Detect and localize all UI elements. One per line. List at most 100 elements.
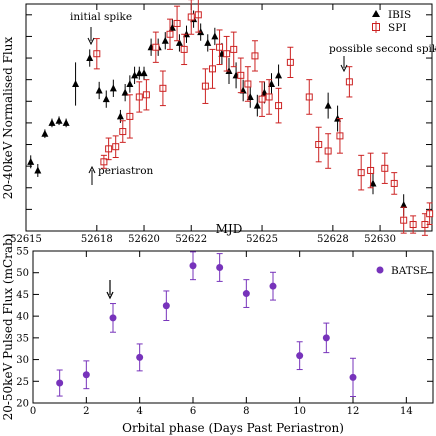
ibis-marker (204, 38, 212, 46)
data-point-spi (336, 118, 344, 154)
data-point-spi (173, 5, 181, 42)
ibis-marker (161, 36, 169, 44)
phase-3-arrow (106, 280, 114, 300)
x-tick-label: 10 (293, 406, 306, 417)
top-plot-frame (25, 3, 433, 232)
data-point-ibis (72, 62, 80, 106)
data-point-batse (349, 357, 357, 397)
bottom-y-axis-label: 20-50keV Pulsed Flux (mCrab) (1, 234, 15, 421)
data-point-ibis (62, 118, 70, 128)
data-point-spi (345, 66, 353, 98)
legend-marker-ibis (372, 10, 380, 17)
x-tick-label: 2 (83, 406, 89, 417)
data-point-spi (426, 202, 434, 226)
y-tick-label: 45 (16, 290, 29, 301)
data-point-spi (400, 206, 408, 234)
batse-marker (269, 282, 277, 290)
ibis-marker (55, 116, 63, 124)
ibis-marker (140, 69, 148, 77)
data-point-spi (258, 81, 266, 117)
batse-marker (189, 262, 197, 270)
data-point-spi (286, 46, 294, 79)
bottom-plot-frame (32, 250, 434, 404)
y-tick-label: 50 (16, 268, 29, 279)
data-point-ibis (175, 34, 183, 52)
ibis-marker (369, 179, 377, 187)
data-point-batse (136, 343, 144, 372)
y-tick-label: 35 (16, 333, 29, 344)
ibis-marker (62, 118, 70, 126)
data-point-ibis (55, 116, 63, 126)
data-point-spi (119, 120, 127, 143)
data-point-ibis (121, 83, 129, 102)
data-point-ibis (109, 79, 117, 97)
data-point-ibis (126, 75, 134, 93)
top-data-marks (27, 0, 434, 236)
ibis-marker (135, 69, 143, 77)
data-point-ibis (48, 118, 56, 128)
ibis-marker (131, 71, 139, 79)
data-point-spi (187, 0, 195, 35)
data-point-spi (251, 40, 259, 72)
ibis-marker (102, 95, 110, 103)
data-point-spi (244, 66, 252, 102)
ibis-marker (324, 101, 332, 109)
data-point-ibis (204, 34, 212, 52)
y-tick-label: 55 (16, 247, 29, 258)
batse-marker (242, 290, 250, 298)
data-point-ibis (140, 66, 148, 80)
data-point-batse (216, 253, 224, 282)
top-x-axis-label: MJD (216, 222, 243, 236)
data-point-spi (390, 172, 398, 195)
data-point-ibis (239, 79, 247, 102)
second-spike-annotation: possible second spike (329, 43, 436, 55)
data-point-spi (357, 154, 365, 191)
data-point-spi (152, 31, 160, 63)
data-point-spi (305, 79, 313, 115)
ibis-marker (86, 54, 94, 62)
data-point-ibis (161, 32, 169, 50)
y-tick-label: 30 (16, 355, 29, 366)
data-point-batse (162, 290, 170, 321)
batse-marker (82, 371, 90, 379)
x-tick-label: 52620 (128, 234, 160, 245)
data-point-spi (367, 152, 375, 189)
data-point-ibis (324, 92, 332, 119)
bottom-legend: BATSE (376, 265, 428, 277)
data-point-batse (82, 360, 90, 390)
ibis-marker (239, 86, 247, 94)
ibis-marker (246, 92, 254, 100)
data-point-spi (265, 79, 273, 115)
data-point-spi (201, 68, 209, 104)
data-point-spi (230, 31, 238, 68)
ibis-marker (34, 166, 42, 174)
batse-marker (162, 302, 170, 310)
data-point-ibis (246, 86, 254, 108)
x-tick-label: 52630 (364, 234, 396, 245)
batse-marker (109, 314, 117, 322)
ibis-marker (41, 129, 49, 137)
batse-marker (216, 264, 224, 272)
data-point-spi (223, 35, 231, 72)
data-point-spi (126, 94, 134, 139)
batse-marker (136, 353, 144, 361)
data-point-spi (237, 57, 245, 94)
pulsed-flux-vs-phase-panel: 0 2 4 6 8 10 12 14 20 25 30 35 40 45 50 55 Orbital phas… (1, 234, 434, 435)
data-point-spi (216, 29, 224, 66)
ibis-marker (168, 23, 176, 31)
ibis-marker (126, 79, 134, 87)
data-point-ibis (275, 64, 283, 87)
ibis-marker (275, 71, 283, 79)
legend-label-spi: SPI (388, 22, 406, 34)
x-tick-label: 12 (347, 406, 360, 417)
ibis-marker (267, 79, 275, 87)
data-point-spi (409, 215, 417, 234)
data-point-spi (93, 38, 101, 70)
data-point-spi (194, 0, 202, 33)
batse-marker (349, 373, 357, 381)
data-point-ibis (211, 27, 219, 46)
y-tick-label: 25 (16, 377, 29, 388)
batse-marker (322, 334, 330, 342)
bottom-x-axis-label: Orbital phase (Days Past Periastron) (122, 421, 344, 435)
data-point-spi (275, 87, 283, 124)
